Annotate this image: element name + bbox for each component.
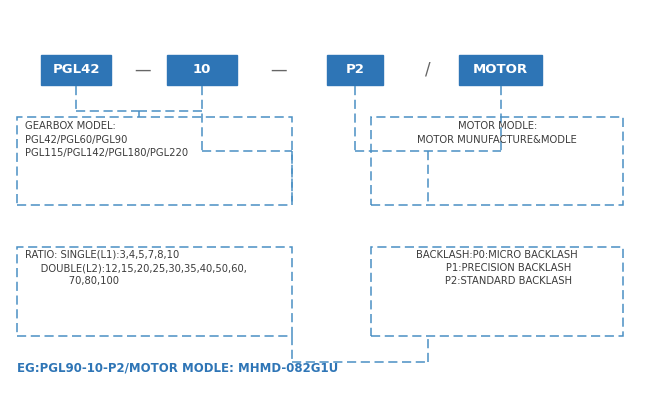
FancyBboxPatch shape <box>167 55 237 84</box>
Text: —: — <box>270 60 287 79</box>
FancyBboxPatch shape <box>41 55 111 84</box>
Text: PGL42: PGL42 <box>52 63 100 76</box>
Text: EG:PGL90-10-P2/MOTOR MODLE: MHMD-082G1U: EG:PGL90-10-P2/MOTOR MODLE: MHMD-082G1U <box>17 361 338 374</box>
FancyBboxPatch shape <box>459 55 542 84</box>
Text: BACKLASH:P0:MICRO BACKLASH
       P1:PRECISION BACKLASH
       P2:STANDARD BACKL: BACKLASH:P0:MICRO BACKLASH P1:PRECISION … <box>416 250 578 286</box>
FancyBboxPatch shape <box>327 55 383 84</box>
Text: /: / <box>425 60 430 79</box>
Text: P2: P2 <box>345 63 364 76</box>
Text: GEARBOX MODEL:
PGL42/PGL60/PGL90
PGL115/PGL142/PGL180/PGL220: GEARBOX MODEL: PGL42/PGL60/PGL90 PGL115/… <box>25 121 188 158</box>
Text: —: — <box>134 60 151 79</box>
Text: MOTOR MODLE:
MOTOR MUNUFACTURE&MODLE: MOTOR MODLE: MOTOR MUNUFACTURE&MODLE <box>418 121 577 144</box>
Text: MOTOR: MOTOR <box>473 63 528 76</box>
Text: 10: 10 <box>193 63 211 76</box>
Text: RATIO: SINGLE(L1):3,4,5,7,8,10
     DOUBLE(L2):12,15,20,25,30,35,40,50,60,
     : RATIO: SINGLE(L1):3,4,5,7,8,10 DOUBLE(L2… <box>25 250 247 286</box>
